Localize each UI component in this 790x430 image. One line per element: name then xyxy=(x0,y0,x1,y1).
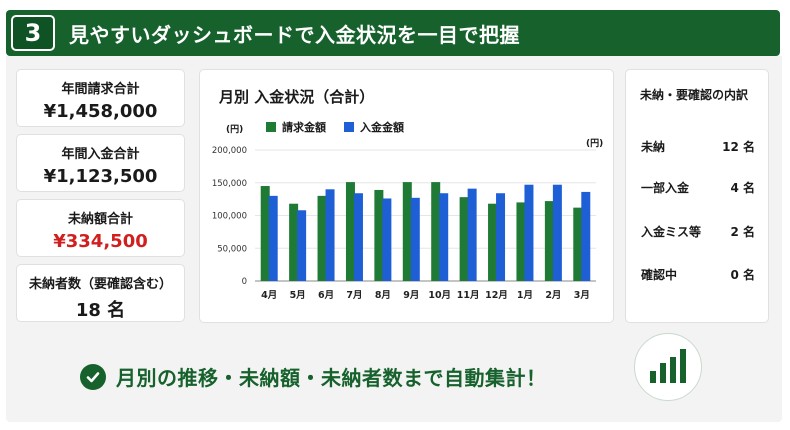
chart-plot: 200,000 150,000 100,000 50,000 0 4月 5月 6月 7月 8月 9月… xyxy=(212,146,596,301)
bar-billing xyxy=(431,182,441,281)
chart-title: 月別 入金状況（合計） xyxy=(219,88,375,106)
bar-payment xyxy=(410,197,420,281)
section-header: 3 見やすいダッシュボードで入金状況を一目で把握 xyxy=(6,10,780,56)
bar-billing xyxy=(345,182,355,281)
unpaid-breakdown: 未納・要確認の内訳 未納 12 名 一部入金 4 名 入金ミス等 2 名 確認中… xyxy=(625,69,769,323)
y-tick-label: 200,000 xyxy=(212,146,247,156)
bar-payment xyxy=(325,189,335,281)
bar-payment xyxy=(382,198,392,281)
kpi-unpaid-count: 未納者数（要確認含む） 18 名 xyxy=(16,264,185,322)
x-tick-label: 8月 xyxy=(375,290,391,301)
bar-billing xyxy=(289,203,299,281)
breakdown-title: 未納・要確認の内訳 xyxy=(640,88,749,102)
x-tick-label: 5月 xyxy=(290,290,306,301)
feature-callout: 月別の推移・未納額・未納者数まで自動集計！ xyxy=(80,362,547,391)
x-tick-label: 2月 xyxy=(545,290,561,301)
bar-billing xyxy=(260,186,270,281)
kpi-label: 年間入金合計 xyxy=(61,147,140,162)
bar-payment xyxy=(467,188,477,281)
bar-payment xyxy=(439,193,449,281)
bar-billing xyxy=(573,207,583,281)
kpi-annual-billing: 年間請求合計 ¥1,458,000 xyxy=(16,69,185,127)
x-tick-label: 12月 xyxy=(485,290,508,301)
bar-payment xyxy=(353,193,363,281)
x-tick-label: 10月 xyxy=(428,290,451,301)
x-tick-label: 3月 xyxy=(574,290,590,301)
x-axis-unit: (円) xyxy=(586,139,604,149)
bar-billing xyxy=(374,189,384,281)
breakdown-row: 確認中 0 名 xyxy=(641,266,755,283)
chart-legend: 請求金額 入金金額 xyxy=(266,119,422,135)
breakdown-row: 入金ミス等 2 名 xyxy=(641,223,755,240)
kpi-value: ¥1,458,000 xyxy=(43,101,158,122)
breakdown-label: 確認中 xyxy=(641,268,678,282)
breakdown-count: 0 名 xyxy=(730,268,755,282)
bar-payment xyxy=(581,191,591,281)
kpi-value: ¥1,123,500 xyxy=(43,166,158,187)
y-tick-label: 0 xyxy=(242,277,247,287)
kpi-annual-payment: 年間入金合計 ¥1,123,500 xyxy=(16,134,185,192)
breakdown-row: 一部入金 4 名 xyxy=(641,179,755,196)
kpi-value: ¥334,500 xyxy=(53,231,148,252)
legend-item-payment: 入金金額 xyxy=(344,119,404,135)
bar-payment xyxy=(268,195,278,281)
bar-billing xyxy=(516,202,526,281)
x-tick-label: 9月 xyxy=(403,290,419,301)
kpi-value: 18 名 xyxy=(75,300,126,321)
feature-text: 月別の推移・未納額・未納者数まで自動集計！ xyxy=(116,366,547,390)
y-tick-label: 50,000 xyxy=(217,244,247,254)
section-title: 見やすいダッシュボードで入金状況を一目で把握 xyxy=(69,22,520,47)
bar-billing xyxy=(544,201,554,281)
breakdown-label: 入金ミス等 xyxy=(641,225,702,239)
bar-billing xyxy=(402,182,412,281)
y-tick-label: 150,000 xyxy=(212,179,247,189)
bar-payment xyxy=(297,210,307,281)
bar-billing xyxy=(317,195,327,281)
legend-item-billing: 請求金額 xyxy=(266,119,326,135)
x-tick-label: 4月 xyxy=(261,290,277,301)
legend-swatch xyxy=(266,122,276,132)
monthly-payment-chart: 月別 入金状況（合計） (円) (円) 請求金額 入金金額 200,000 150… xyxy=(199,69,614,323)
x-tick-label: 11月 xyxy=(457,290,480,301)
bar-chart-icon xyxy=(634,333,702,401)
step-badge: 3 xyxy=(11,15,55,51)
bar-billing xyxy=(488,203,498,281)
breakdown-count: 2 名 xyxy=(730,225,755,239)
kpi-unpaid-amount: 未納額合計 ¥334,500 xyxy=(16,199,185,257)
breakdown-row: 未納 12 名 xyxy=(641,138,755,155)
legend-label: 請求金額 xyxy=(282,121,326,134)
kpi-label: 未納額合計 xyxy=(67,212,133,227)
x-tick-label: 1月 xyxy=(517,290,533,301)
y-axis-unit: (円) xyxy=(226,125,244,135)
legend-swatch xyxy=(344,122,354,132)
breakdown-count: 12 名 xyxy=(722,140,755,154)
bar-payment xyxy=(552,184,562,281)
x-tick-label: 6月 xyxy=(318,290,334,301)
bar-payment xyxy=(524,184,534,281)
bar-payment xyxy=(496,193,506,281)
y-tick-label: 100,000 xyxy=(212,212,247,222)
kpi-label: 未納者数（要確認含む） xyxy=(28,277,172,292)
legend-label: 入金金額 xyxy=(360,121,404,134)
check-circle-icon xyxy=(80,363,106,390)
bar-billing xyxy=(459,197,469,281)
x-tick-label: 7月 xyxy=(346,290,362,301)
breakdown-label: 一部入金 xyxy=(641,181,690,195)
breakdown-label: 未納 xyxy=(641,140,666,154)
kpi-label: 年間請求合計 xyxy=(61,82,140,97)
breakdown-count: 4 名 xyxy=(730,181,755,195)
